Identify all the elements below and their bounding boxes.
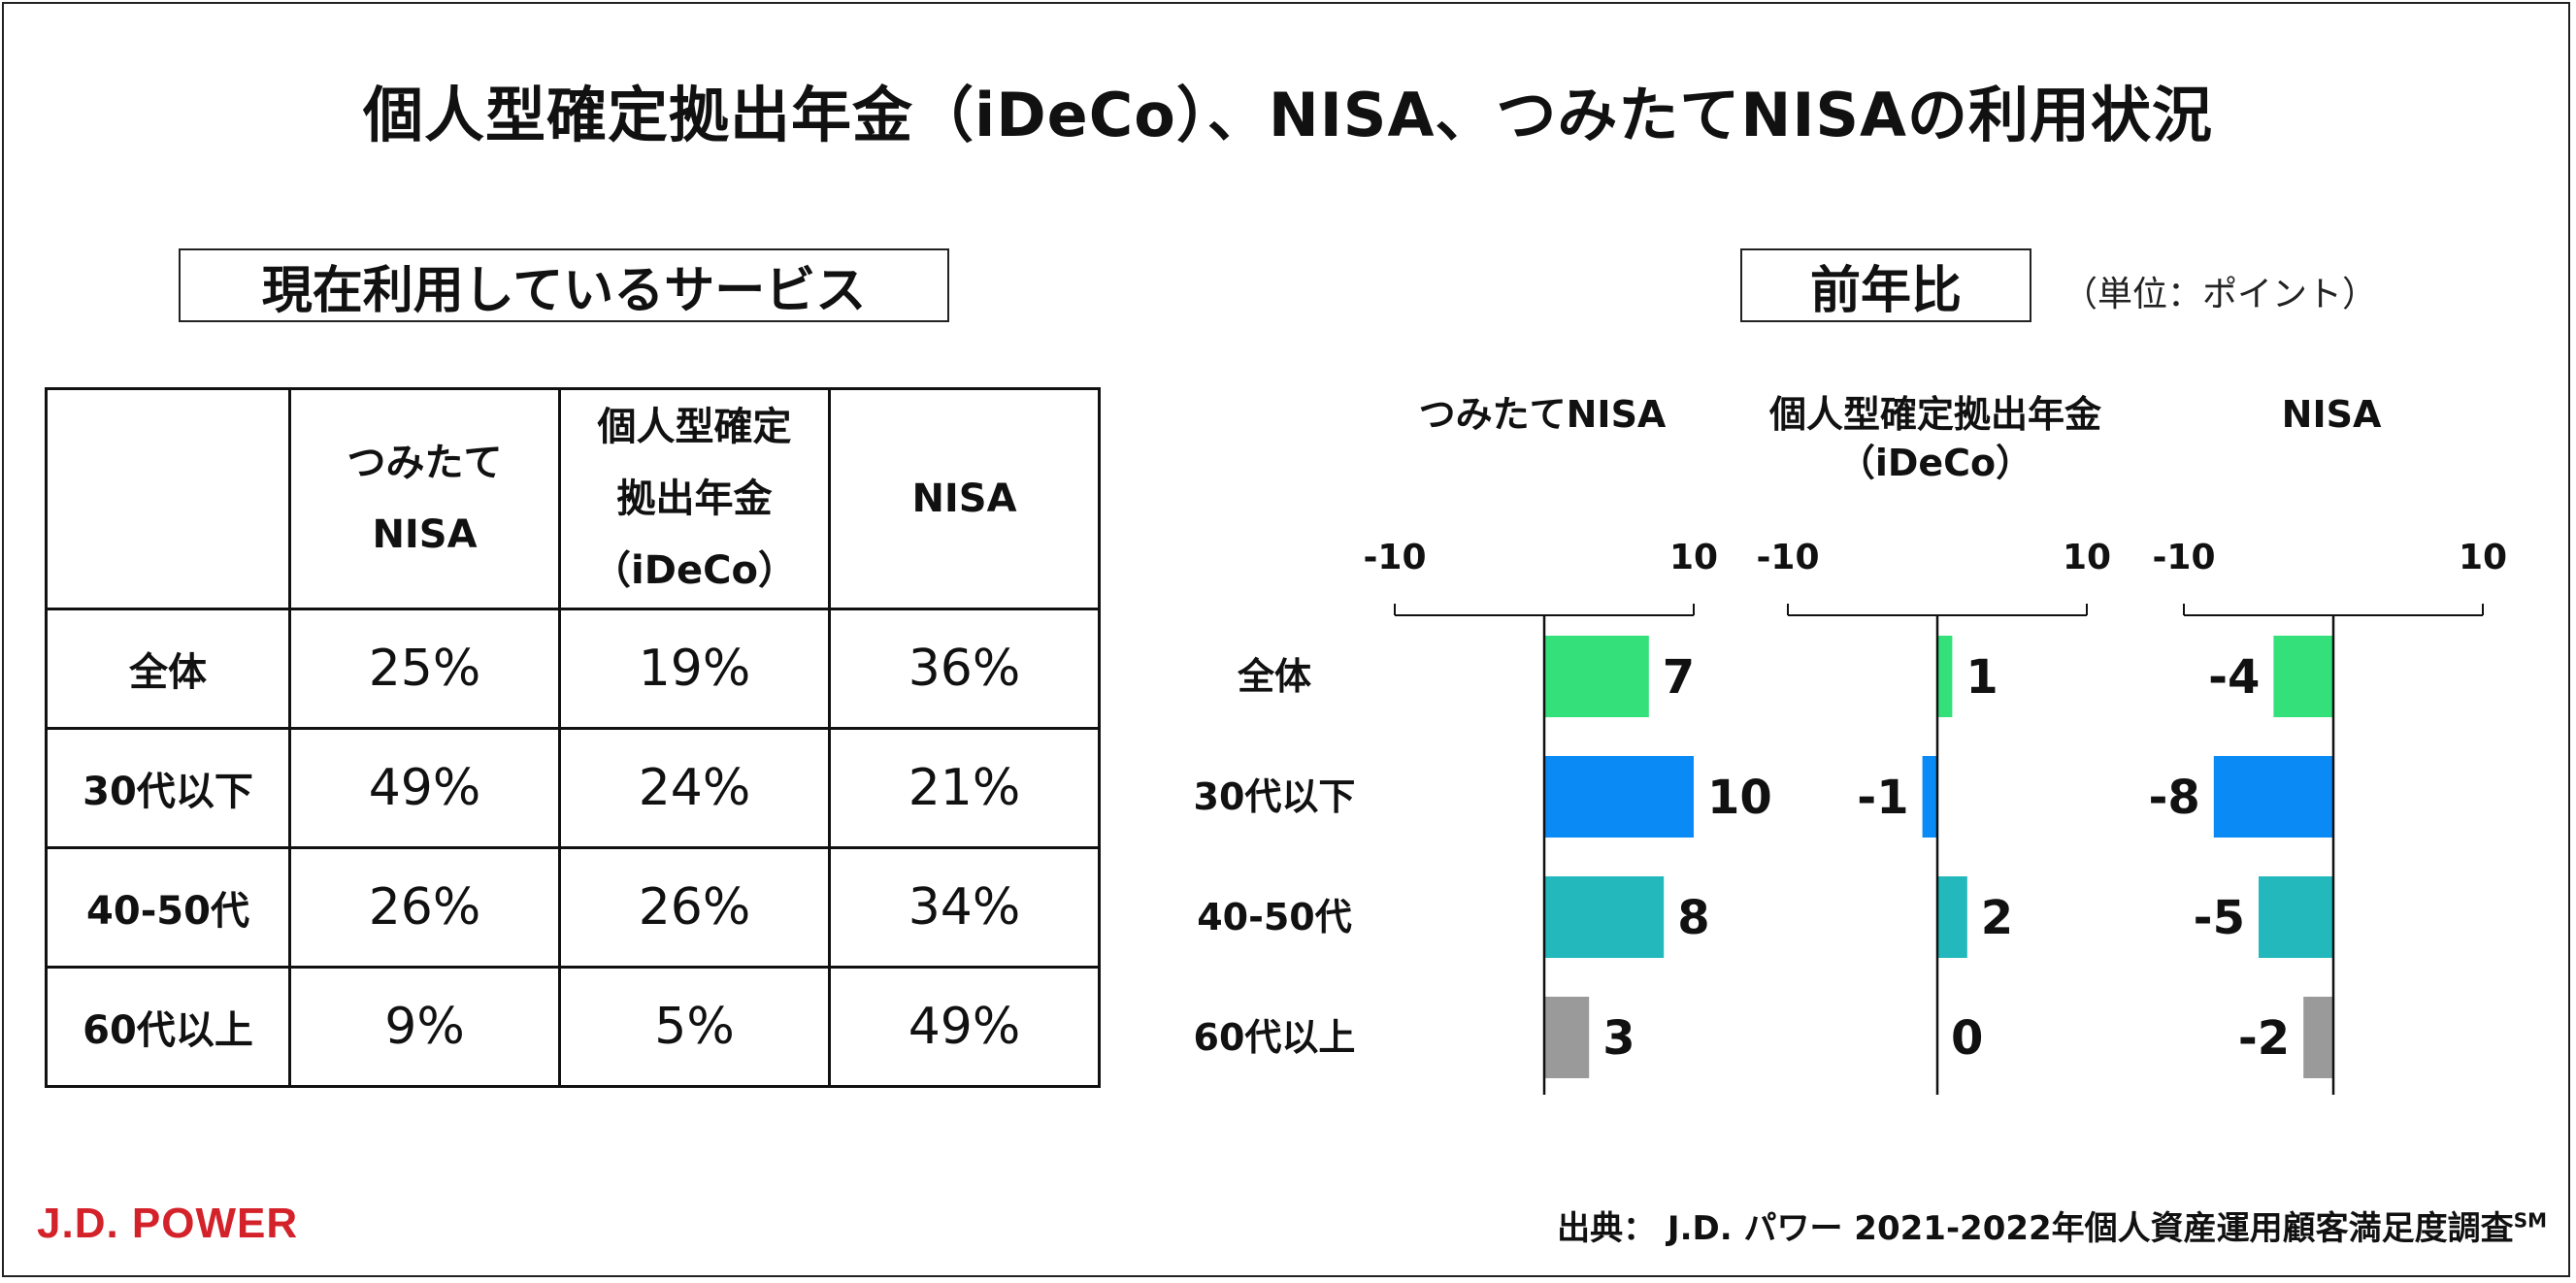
bar [1937, 876, 1967, 958]
data-label: 7 [1663, 650, 1695, 705]
data-label: -2 [2238, 1011, 2290, 1066]
series-title: 個人型確定拠出年金 [1768, 393, 2102, 436]
slide-title: 個人型確定拠出年金（iDeCo）、NISA、つみたてNISAの利用状況 [362, 80, 2214, 150]
table-header-tsumitate-nisa: つみたて NISA [288, 387, 561, 610]
cell-value: 26% [558, 846, 831, 969]
cell-value: 5% [558, 966, 831, 1088]
bar [1922, 756, 1937, 838]
bar [2303, 997, 2333, 1078]
data-label: 0 [1951, 1011, 1983, 1066]
data-label: 8 [1677, 891, 1709, 945]
row-label: 60代以上 [45, 966, 291, 1088]
data-label: -1 [1857, 771, 1908, 825]
cell-value: 34% [828, 846, 1101, 969]
table-header-blank [45, 387, 291, 610]
source-superscript: SM [2513, 1208, 2547, 1233]
row-label: 30代以下 [45, 727, 291, 849]
cell-value: 21% [828, 727, 1101, 849]
source-text: 出典： J.D. パワー 2021-2022年個人資産運用顧客満足度調査 [1557, 1209, 2514, 1248]
x-tick-label: -10 [2152, 538, 2215, 577]
bar [2273, 636, 2333, 717]
cell-value: 49% [828, 966, 1101, 1088]
usage-table: つみたて NISA 個人型確定 拠出年金 （iDeCo） NISA 全体 25%… [45, 387, 1101, 1088]
category-label: 60代以上 [1194, 1016, 1356, 1059]
data-label: 2 [1981, 891, 2013, 945]
data-label: -4 [2208, 650, 2260, 705]
table-row: 60代以上 9% 5% 49% [45, 966, 1101, 1088]
bar [2213, 756, 2333, 838]
category-label: 30代以下 [1194, 775, 1356, 818]
bar [1937, 636, 1953, 717]
category-label: 40-50代 [1197, 896, 1352, 938]
table-row: 40-50代 26% 26% 34% [45, 846, 1101, 969]
data-label: 3 [1602, 1011, 1635, 1066]
cell-value: 9% [288, 966, 561, 1088]
x-tick-label: -10 [1756, 538, 1819, 577]
cell-value: 36% [828, 608, 1101, 730]
data-label: -5 [2194, 891, 2245, 945]
table-header-ideco: 個人型確定 拠出年金 （iDeCo） [558, 387, 831, 610]
x-tick-label: 10 [2459, 538, 2507, 577]
series-title: NISA [2282, 393, 2382, 436]
x-tick-label: 10 [2063, 538, 2111, 577]
cell-value: 19% [558, 608, 831, 730]
series-title: （iDeCo） [1838, 442, 2032, 484]
cell-value: 24% [558, 727, 831, 849]
data-label: 1 [1965, 650, 1998, 705]
table-header-nisa: NISA [828, 387, 1101, 610]
row-label: 全体 [45, 608, 291, 730]
data-label: -8 [2148, 771, 2199, 825]
table-row: 全体 25% 19% 36% [45, 608, 1101, 730]
table-header-row: つみたて NISA 個人型確定 拠出年金 （iDeCo） NISA [45, 387, 1101, 610]
bar [1544, 756, 1694, 838]
yoy-label: 前年比 [1740, 248, 2031, 322]
row-label: 40-50代 [45, 846, 291, 969]
unit-note: （単位：ポイント） [2063, 275, 2378, 314]
current-usage-label: 現在利用しているサービス [179, 248, 949, 322]
x-tick-label: 10 [1669, 538, 1718, 577]
cell-value: 26% [288, 846, 561, 969]
category-label: 全体 [1237, 655, 1311, 698]
table-row: 30代以下 49% 24% 21% [45, 727, 1101, 849]
data-label: 10 [1707, 771, 1772, 825]
bar [1544, 636, 1649, 717]
bar [1544, 876, 1665, 958]
cell-value: 25% [288, 608, 561, 730]
x-tick-label: -10 [1363, 538, 1426, 577]
jd-power-logo: J.D. POWER [37, 1200, 299, 1247]
series-title: つみたてNISA [1419, 393, 1667, 436]
bar [1544, 997, 1590, 1078]
bar [2259, 876, 2333, 958]
source-note: 出典： J.D. パワー 2021-2022年個人資産運用顧客満足度調査SM [1557, 1201, 2547, 1249]
cell-value: 49% [288, 727, 561, 849]
